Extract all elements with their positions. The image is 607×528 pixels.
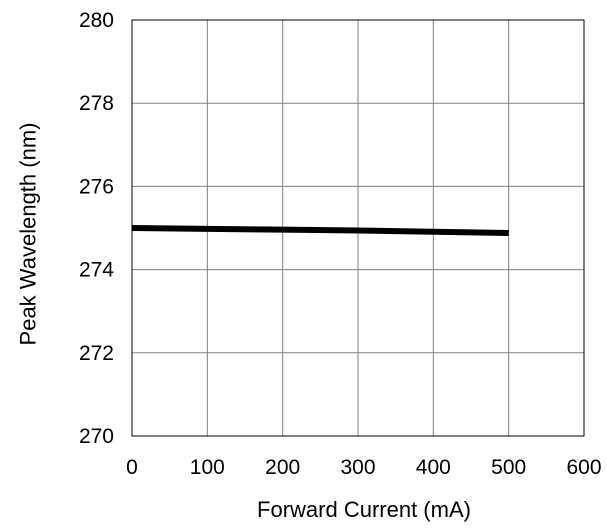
x-tick-label: 200 [265,456,300,479]
series-line [131,225,509,236]
grid [132,20,584,436]
y-tick-label: 270 [79,425,114,448]
y-axis-tick-labels: 270 272 274 276 278 280 [79,9,114,448]
series-layer [131,225,509,236]
x-tick-label: 600 [566,456,601,479]
x-tick-label: 100 [190,456,225,479]
x-tick-label: 0 [126,456,138,479]
y-tick-label: 274 [79,259,114,282]
x-tick-label: 500 [491,456,526,479]
x-axis-title: Forward Current (mA) [257,497,471,522]
y-tick-label: 280 [79,9,114,32]
x-tick-label: 300 [340,456,375,479]
y-tick-label: 276 [79,175,114,198]
y-tick-label: 272 [79,342,114,365]
x-axis-tick-labels: 0 100 200 300 400 500 600 [126,456,601,479]
x-tick-label: 400 [416,456,451,479]
y-axis-title: Peak Wavelength (nm) [16,123,41,346]
y-tick-label: 278 [79,92,114,115]
